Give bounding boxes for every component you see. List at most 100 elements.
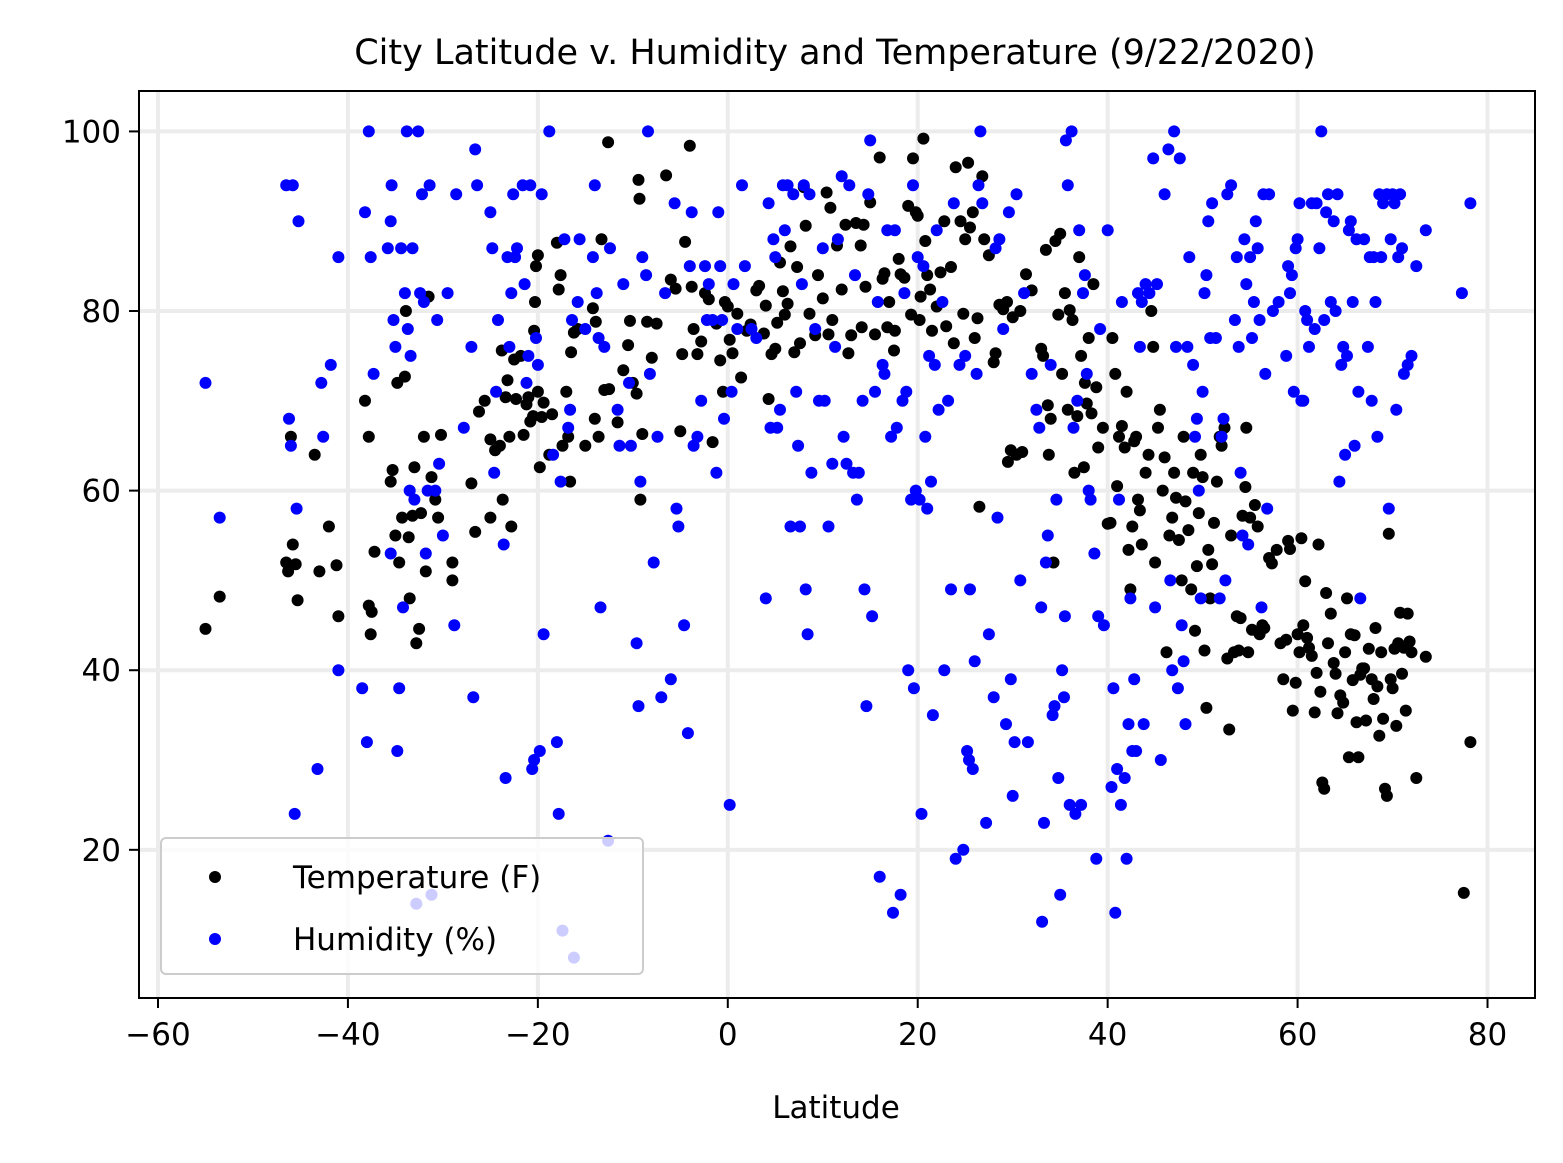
data-point bbox=[1090, 852, 1103, 865]
data-point bbox=[1410, 772, 1423, 784]
data-point bbox=[1315, 125, 1328, 138]
data-point bbox=[1087, 278, 1100, 291]
data-point bbox=[1077, 461, 1090, 474]
data-point bbox=[1217, 412, 1230, 425]
data-point bbox=[317, 430, 330, 443]
data-point bbox=[1130, 745, 1143, 757]
data-point bbox=[974, 125, 987, 138]
data-point bbox=[284, 439, 297, 452]
data-point bbox=[940, 320, 953, 333]
data-point bbox=[987, 356, 1000, 369]
data-point bbox=[1248, 499, 1261, 511]
data-point bbox=[687, 323, 700, 335]
data-point bbox=[1341, 592, 1353, 605]
plot-frame bbox=[138, 90, 1536, 999]
data-point bbox=[1369, 622, 1382, 634]
data-point bbox=[919, 430, 932, 443]
data-point bbox=[887, 906, 899, 919]
data-point bbox=[900, 385, 913, 398]
data-point bbox=[1054, 227, 1067, 240]
data-point bbox=[1335, 358, 1348, 371]
data-point bbox=[1386, 682, 1399, 695]
data-point bbox=[840, 457, 853, 470]
data-point bbox=[1299, 305, 1312, 317]
data-point bbox=[976, 197, 989, 210]
data-point bbox=[1234, 612, 1247, 625]
data-point bbox=[286, 538, 299, 551]
data-point bbox=[925, 475, 937, 488]
data-point bbox=[1270, 543, 1283, 556]
data-point bbox=[1063, 304, 1076, 317]
data-point bbox=[926, 324, 938, 337]
data-point bbox=[1405, 646, 1418, 659]
data-point bbox=[486, 242, 499, 255]
data-point bbox=[630, 637, 643, 650]
data-point bbox=[526, 763, 539, 775]
data-point bbox=[473, 405, 485, 418]
data-point bbox=[1061, 179, 1074, 192]
data-point bbox=[674, 425, 687, 438]
data-point bbox=[289, 558, 302, 571]
data-point bbox=[978, 233, 991, 246]
data-point bbox=[1204, 592, 1217, 605]
data-point bbox=[384, 475, 397, 488]
data-point bbox=[898, 287, 911, 300]
data-point bbox=[1318, 314, 1331, 326]
data-point bbox=[942, 394, 955, 407]
data-point bbox=[1142, 448, 1155, 461]
data-point bbox=[795, 278, 808, 291]
data-point bbox=[776, 285, 789, 298]
data-point bbox=[408, 461, 421, 474]
data-point bbox=[1182, 524, 1195, 537]
data-point bbox=[199, 622, 212, 635]
data-point bbox=[1401, 607, 1414, 620]
data-point bbox=[499, 772, 512, 784]
data-point bbox=[930, 224, 943, 237]
data-point bbox=[562, 430, 575, 443]
data-point bbox=[1082, 332, 1095, 344]
data-point bbox=[1158, 451, 1171, 464]
data-point bbox=[676, 348, 689, 361]
legend: Temperature (F) Humidity (%) bbox=[160, 837, 644, 975]
data-point bbox=[888, 224, 901, 237]
data-point bbox=[885, 430, 898, 443]
data-point bbox=[362, 125, 375, 138]
data-point bbox=[1153, 403, 1166, 416]
data-point bbox=[590, 287, 603, 300]
data-point bbox=[959, 349, 972, 362]
data-point bbox=[1258, 622, 1271, 634]
data-point bbox=[505, 287, 518, 300]
data-point bbox=[622, 339, 635, 352]
data-point bbox=[1006, 789, 1019, 802]
data-point bbox=[391, 745, 404, 757]
data-point bbox=[894, 888, 907, 901]
data-point bbox=[691, 348, 704, 361]
data-point bbox=[1078, 376, 1091, 389]
data-point bbox=[1322, 637, 1334, 650]
data-point bbox=[282, 565, 295, 578]
data-point bbox=[1058, 691, 1070, 704]
data-point bbox=[1133, 340, 1146, 353]
data-point bbox=[857, 218, 870, 231]
data-point bbox=[1073, 251, 1086, 264]
data-point bbox=[769, 251, 782, 264]
data-point bbox=[611, 416, 624, 429]
data-point bbox=[997, 323, 1010, 335]
data-point bbox=[989, 347, 1002, 360]
data-point bbox=[1172, 534, 1185, 546]
grid-lines bbox=[139, 91, 1535, 998]
data-point bbox=[947, 197, 960, 210]
data-point bbox=[1280, 349, 1293, 362]
data-point bbox=[1339, 448, 1352, 461]
data-point bbox=[586, 302, 599, 315]
data-point bbox=[588, 179, 601, 192]
data-point bbox=[488, 466, 501, 479]
data-point bbox=[417, 430, 430, 443]
data-point bbox=[1037, 349, 1050, 362]
data-point bbox=[573, 233, 586, 246]
data-point bbox=[1109, 367, 1122, 380]
data-point bbox=[630, 387, 643, 400]
data-point bbox=[1377, 712, 1390, 725]
data-point bbox=[1192, 484, 1205, 497]
data-point bbox=[1171, 682, 1184, 695]
